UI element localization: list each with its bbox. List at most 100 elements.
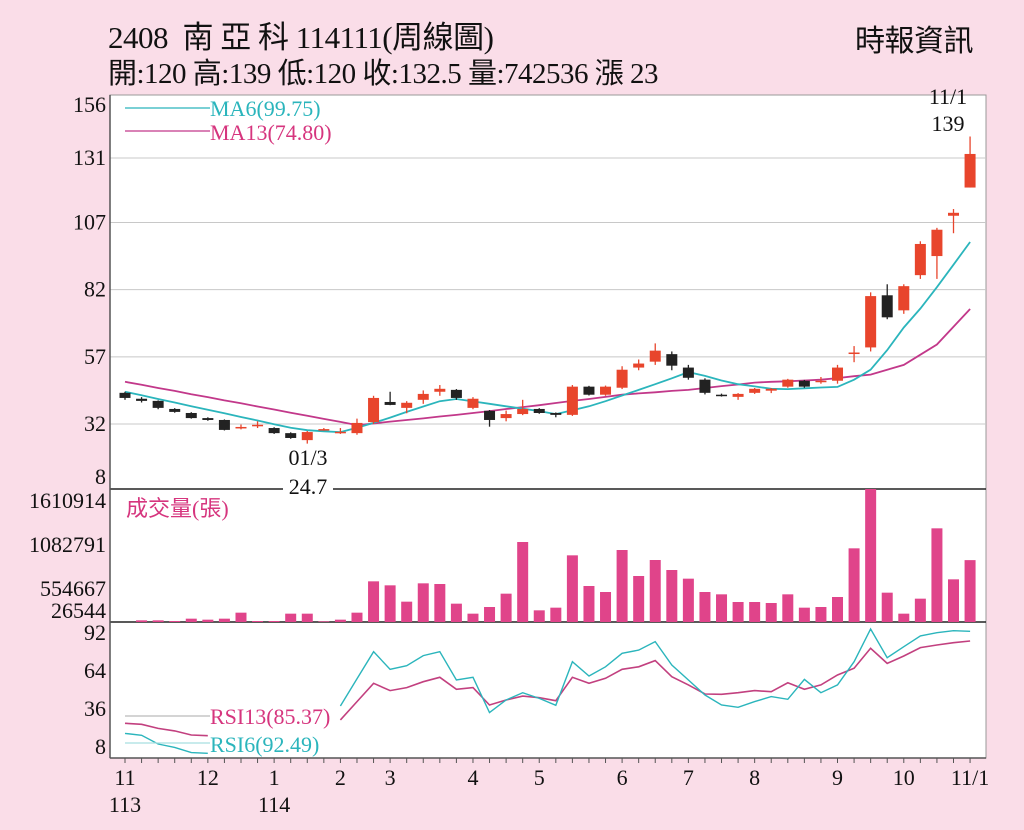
volume-bar [550,607,562,622]
candle [566,385,578,416]
ma13-legend-label: MA13(74.80) [210,120,332,145]
candle [948,209,959,234]
volume-bar [566,555,578,622]
candle-body [716,394,728,397]
volume-bar [467,613,479,622]
annotation-bg [283,476,333,496]
candle-body [948,212,959,216]
candle [517,399,529,416]
candle [417,390,429,404]
candle [384,391,396,406]
volume-bar [434,584,446,622]
candle-body [583,386,595,395]
candle-body [268,428,280,434]
volume-bar [682,578,694,622]
candle [136,397,148,403]
volume-bar [649,560,661,622]
candle-body [550,412,562,415]
volume-bar [964,560,976,622]
rsi13-legend-label: RSI13(85.37) [210,704,330,729]
ma6-line [124,241,971,434]
candle [964,136,976,188]
candle [484,410,496,427]
candle [749,387,761,394]
low-date-annotation: 01/3 [288,445,327,470]
candle [732,393,744,400]
candle [898,284,910,314]
volume-bar [169,621,181,622]
x-tick-label: 8 [749,765,760,790]
candle [832,364,844,384]
candle-body [285,433,297,438]
candle-body [301,432,313,441]
ma6-legend-label: MA6(99.75) [210,96,321,121]
price-tick-label: 107 [73,209,106,234]
candle-body [467,398,479,408]
candle-body [533,408,545,413]
volume-bar [202,619,214,622]
price-tick-label: 131 [73,145,106,170]
candle-body [517,408,529,415]
candle [765,387,777,394]
volume-bar [285,613,297,622]
candle-body [964,153,976,188]
candle-body [765,388,777,391]
candle-body [218,419,230,430]
volume-bar [583,586,595,622]
volume-bar [931,528,943,622]
volume-bar [218,618,230,622]
candle-body [881,295,893,318]
candle [699,378,711,395]
candle [334,428,346,434]
candle-body [699,379,711,393]
price-tick-label: 57 [84,344,106,369]
volume-bar [484,607,496,622]
candle [301,430,313,444]
x-tick-label: 11/1 [951,765,989,790]
candle [235,424,247,430]
ma13-line [124,308,971,427]
candle-body [633,363,645,368]
volume-bar [765,603,777,622]
candle-body [898,286,910,311]
candle [467,397,479,410]
rsi13-line [124,640,971,737]
x-tick-label: 6 [617,765,628,790]
candle-body [136,398,148,401]
candle [450,389,462,400]
candle [782,378,794,388]
candle-body [914,243,926,276]
candle [285,432,297,439]
volume-bar [301,613,313,622]
rsi-tick-label: 64 [84,658,106,683]
candle-body [202,418,214,420]
candle [218,419,230,431]
candle [202,417,214,421]
candle [649,343,661,365]
candle [931,227,943,279]
volume-tick-label: 1610914 [29,488,106,513]
candle-body [616,369,628,388]
candle [914,241,926,279]
volume-bar [948,579,959,622]
volume-bar [616,550,628,622]
candle [865,292,877,352]
volume-bar [699,592,711,622]
candle-body [832,367,844,381]
volume-bar [450,603,462,622]
volume-bar [666,570,678,622]
rsi6-line [124,627,971,754]
candle-body [566,386,578,415]
volume-bar [815,607,827,622]
candle [616,366,628,390]
volume-bar [881,592,893,622]
volume-bar [732,602,744,622]
volume-bar [832,597,844,622]
x-tick-label: 10 [893,765,915,790]
volume-bar [185,618,197,622]
x-tick-year-label: 113 [109,792,141,817]
quote-summary: 開:120 高:139 低:120 收:132.5 量:742536 漲 23 [108,58,659,90]
volume-bar [848,548,860,622]
candle-body [600,386,612,395]
